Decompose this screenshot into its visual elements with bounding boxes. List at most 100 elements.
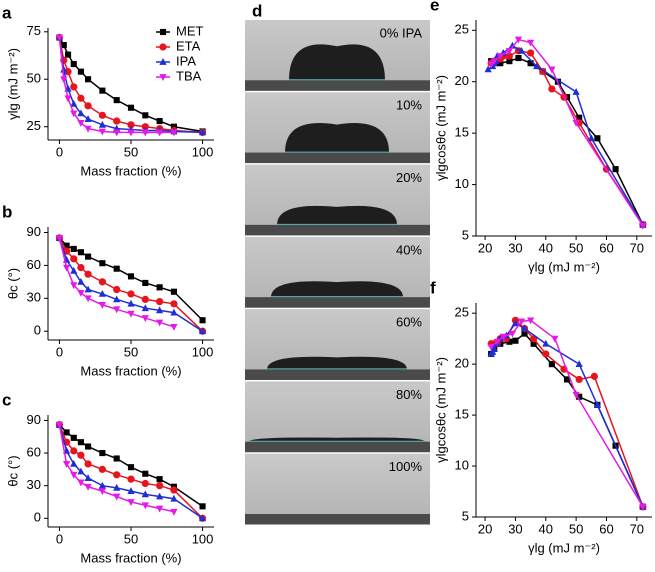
panel-label: d — [252, 1, 262, 20]
substrate — [245, 152, 430, 164]
marker — [70, 255, 78, 263]
marker — [141, 129, 149, 137]
x-axis-label: Mass fraction (%) — [80, 550, 181, 565]
marker — [55, 34, 64, 42]
marker — [576, 393, 583, 400]
marker — [515, 54, 522, 62]
marker — [98, 302, 106, 309]
marker — [505, 52, 513, 60]
y-tick-label: 0 — [34, 323, 41, 338]
x-tick-label: 30 — [508, 521, 522, 536]
x-tick-label: 60 — [599, 240, 613, 255]
marker — [113, 306, 121, 314]
marker — [639, 222, 647, 230]
substrate — [245, 80, 430, 91]
marker — [590, 372, 598, 380]
marker — [575, 360, 583, 368]
marker — [98, 465, 106, 473]
x-tick-label: 100 — [192, 344, 214, 359]
y-tick-label: 10 — [455, 457, 469, 472]
marker — [84, 102, 92, 110]
marker — [127, 129, 135, 137]
marker — [77, 277, 85, 285]
x-tick-label: 50 — [124, 144, 138, 159]
marker — [127, 464, 135, 471]
marker — [141, 479, 149, 488]
y-tick-label: 15 — [455, 125, 469, 140]
marker — [84, 125, 92, 133]
marker — [612, 166, 619, 173]
y-tick-label: 90 — [27, 412, 41, 427]
photo-caption: 40% — [396, 242, 422, 257]
marker — [77, 263, 85, 272]
marker — [572, 119, 580, 127]
marker — [64, 51, 72, 58]
series-line — [491, 319, 644, 508]
panel-label: f — [430, 278, 436, 297]
photo-caption: 0% IPA — [380, 25, 423, 40]
series-line — [490, 38, 644, 227]
marker — [77, 467, 85, 475]
marker — [551, 335, 559, 343]
marker — [170, 323, 178, 331]
marker — [70, 245, 77, 253]
y-tick-label: 5 — [462, 508, 469, 523]
marker — [70, 61, 77, 68]
marker — [527, 317, 535, 325]
x-tick-label: 0 — [56, 344, 63, 359]
marker — [170, 288, 177, 295]
marker — [199, 503, 206, 510]
series-line — [490, 50, 644, 226]
marker — [506, 58, 513, 65]
y-tick-label: 20 — [455, 356, 469, 371]
legend-marker — [159, 28, 167, 36]
legend-marker — [159, 58, 167, 65]
marker — [63, 242, 70, 249]
marker — [77, 289, 85, 297]
x-axis-label: γlg (mJ m⁻²) — [528, 259, 600, 274]
marker — [141, 502, 149, 510]
y-tick-label: 25 — [455, 22, 469, 37]
marker — [587, 134, 595, 142]
marker — [198, 128, 207, 136]
marker — [156, 476, 163, 483]
marker — [70, 459, 78, 467]
marker — [563, 376, 571, 383]
marker — [84, 483, 92, 491]
marker — [542, 339, 550, 347]
marker — [98, 289, 106, 297]
marker — [127, 299, 135, 307]
y-tick-label: 25 — [27, 118, 41, 133]
marker — [542, 350, 550, 358]
marker — [55, 235, 64, 242]
marker — [70, 266, 78, 274]
marker — [527, 39, 535, 47]
marker — [487, 343, 495, 351]
marker — [113, 483, 121, 491]
series-line — [487, 44, 644, 226]
x-axis-label: γlg (mJ m⁻²) — [528, 540, 600, 555]
marker — [198, 514, 207, 522]
photo-caption: 10% — [396, 98, 422, 113]
series-line — [490, 322, 644, 508]
panel-label: a — [2, 3, 12, 22]
marker — [98, 481, 106, 489]
marker — [70, 471, 78, 479]
y-tick-label: 30 — [27, 290, 41, 305]
marker — [170, 486, 178, 494]
marker — [594, 135, 601, 142]
marker — [127, 290, 135, 298]
marker — [497, 60, 504, 67]
y-tick-label: 15 — [455, 407, 469, 422]
marker — [156, 117, 163, 125]
marker — [77, 439, 84, 446]
marker — [85, 253, 92, 260]
y-tick-label: 75 — [27, 23, 41, 38]
marker — [77, 451, 85, 459]
legend-label: MET — [176, 23, 204, 38]
marker — [141, 315, 149, 323]
marker — [98, 488, 106, 496]
marker — [85, 443, 92, 450]
marker — [170, 129, 178, 137]
